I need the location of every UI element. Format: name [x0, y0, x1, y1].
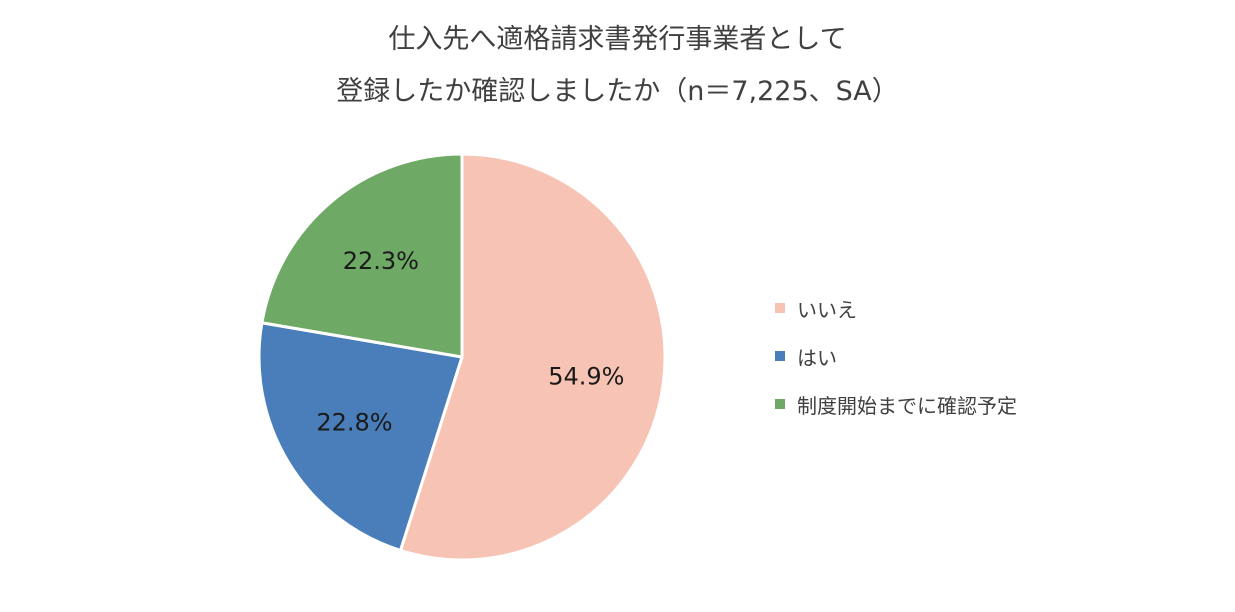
chart-title: 仕入先へ適格請求書発行事業者として 登録したか確認しましたか（n＝7,225、S…: [0, 14, 1235, 118]
data-label-yes: 22.8%: [316, 408, 392, 436]
chart-title-line-1: 仕入先へ適格請求書発行事業者として: [388, 24, 847, 55]
legend-swatch-planned: [775, 399, 785, 409]
chart-title-line-2: 登録したか確認しましたか（n＝7,225、SA）: [336, 76, 899, 107]
legend-label-planned: 制度開始までに確認予定: [797, 393, 1017, 418]
legend-item-planned: 制度開始までに確認予定: [775, 392, 1017, 418]
pie-slice-no: [398, 152, 667, 562]
legend-swatch-no: [775, 303, 785, 313]
pie-slice-yes: [257, 321, 464, 552]
legend-label-no: いいえ: [797, 297, 857, 322]
legend-swatch-yes: [775, 351, 785, 361]
pie-slice-planned: [260, 152, 464, 359]
legend-label-yes: はい: [797, 345, 837, 370]
data-label-planned: 22.3%: [343, 247, 419, 275]
data-label-no: 54.9%: [548, 362, 624, 390]
legend-item-yes: はい: [775, 344, 1017, 370]
legend: いいえ はい 制度開始までに確認予定: [775, 296, 1017, 440]
legend-item-no: いいえ: [775, 296, 1017, 322]
